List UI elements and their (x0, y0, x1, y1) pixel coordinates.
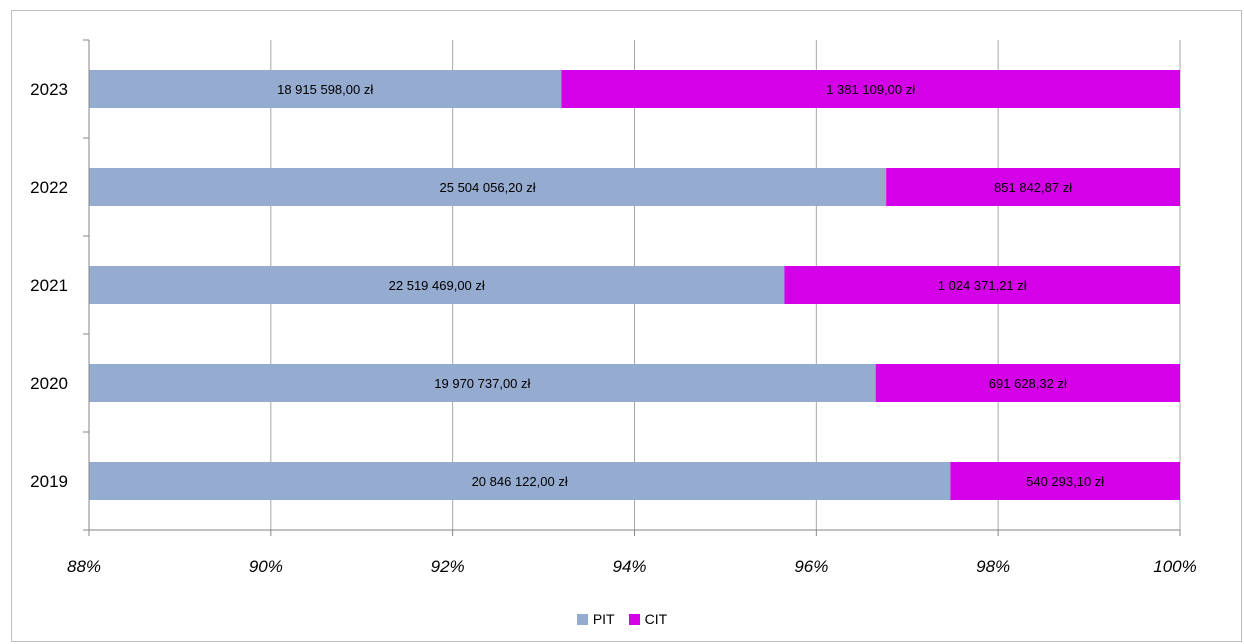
x-tick-label: 96% (794, 557, 828, 576)
bar-pit-2019 (89, 462, 951, 500)
category-label-2019: 2019 (30, 472, 68, 491)
bar-cit-2019 (950, 462, 1180, 500)
data-label-pit-2020: 19 970 737,00 zł (434, 376, 530, 391)
bar-cit-2021 (784, 266, 1180, 304)
bar-pit-2020 (89, 364, 876, 402)
legend-label-cit: CIT (644, 611, 668, 627)
x-tick-label: 100% (1153, 557, 1196, 576)
data-label-cit-2019: 540 293,10 zł (1026, 474, 1104, 489)
x-tick-label: 90% (249, 557, 283, 576)
category-label-2023: 2023 (30, 80, 68, 99)
data-label-cit-2022: 851 842,87 zł (994, 180, 1072, 195)
data-label-cit-2023: 1 381 109,00 zł (826, 82, 915, 97)
legend: PIT CIT (0, 608, 1244, 630)
data-label-pit-2023: 18 915 598,00 zł (277, 82, 373, 97)
data-label-cit-2020: 691 628,32 zł (989, 376, 1067, 391)
bar-pit-2022 (89, 168, 887, 206)
stacked-bar-chart: 88% 90% 92% 94% 96% 98% 100% 18 915 598,00 zł 1 … (30, 39, 1197, 576)
legend-item-pit: PIT (576, 611, 615, 627)
data-label-cit-2021: 1 024 371,21 zł (938, 278, 1027, 293)
bar-pit-2023 (89, 70, 562, 108)
bar-cit-2023 (561, 70, 1180, 108)
axes (83, 39, 1181, 536)
x-tick-label: 98% (976, 557, 1010, 576)
labels: 88% 90% 92% 94% 96% 98% 100% 18 915 598,00 zł 1 … (30, 80, 1197, 576)
bars (89, 70, 1180, 500)
data-label-pit-2021: 22 519 469,00 zł (389, 278, 485, 293)
bar-pit-2021 (89, 266, 785, 304)
data-label-pit-2022: 25 504 056,20 zł (440, 180, 536, 195)
category-label-2022: 2022 (30, 178, 68, 197)
category-label-2020: 2020 (30, 374, 68, 393)
bar-cit-2022 (886, 168, 1180, 206)
legend-swatch-cit (628, 613, 640, 625)
category-label-2021: 2021 (30, 276, 68, 295)
bar-cit-2020 (875, 364, 1180, 402)
chart-frame (11, 10, 1242, 642)
legend-item-cit: CIT (628, 611, 668, 627)
x-tick-label: 88% (67, 557, 101, 576)
data-label-pit-2019: 20 846 122,00 zł (472, 474, 568, 489)
legend-label-pit: PIT (592, 611, 615, 627)
x-tick-label: 94% (612, 557, 646, 576)
x-tick-label: 92% (431, 557, 465, 576)
legend-swatch-pit (576, 613, 588, 625)
